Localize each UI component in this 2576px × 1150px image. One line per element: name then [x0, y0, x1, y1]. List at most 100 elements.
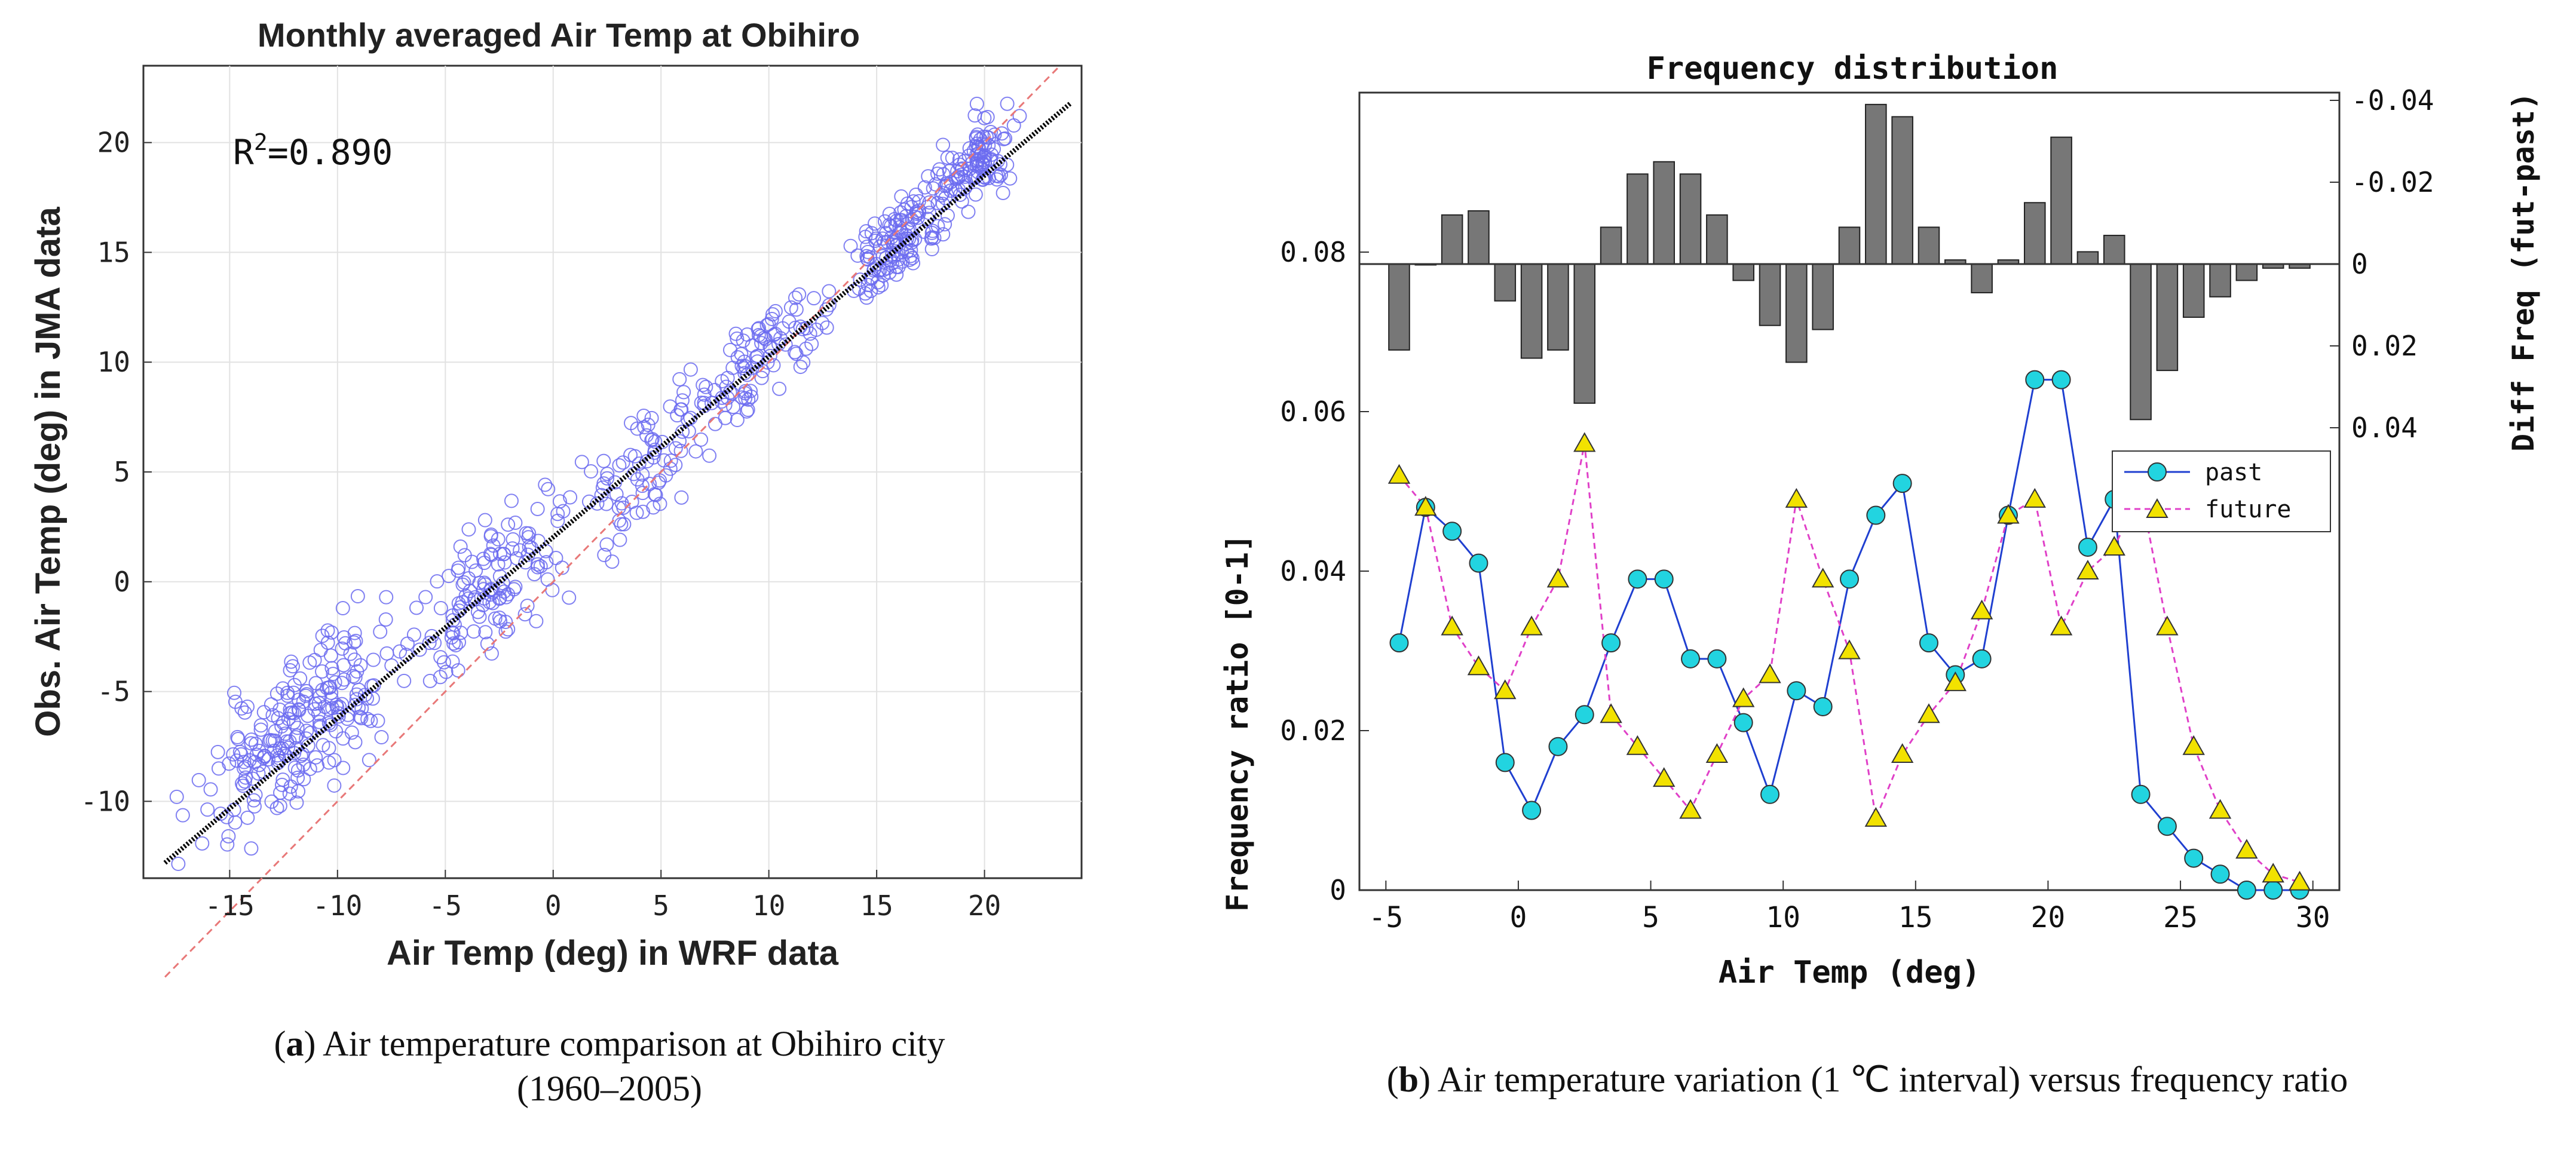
marker-past: [2157, 817, 2177, 836]
scatter-point: [320, 680, 335, 695]
y-tick-label: 5: [114, 456, 130, 488]
scatter-point: [950, 164, 965, 179]
scatter-point: [363, 713, 378, 728]
scatter-point: [246, 793, 261, 808]
marker-past: [2237, 881, 2256, 900]
marker-future: [2262, 863, 2284, 883]
marker-future: [1997, 504, 2020, 524]
marker-past: [1866, 505, 1886, 525]
diff-bar: [1785, 263, 1808, 363]
marker-future: [1891, 743, 1914, 763]
scatter-point: [596, 476, 611, 491]
scatter-point: [484, 547, 499, 562]
diff-bar: [1918, 226, 1940, 265]
y-tick-label: 10: [97, 346, 130, 378]
marker-past: [1628, 569, 1647, 589]
scatter-point: [802, 326, 817, 341]
scatter-point: [482, 594, 497, 609]
scatter-point: [232, 744, 247, 759]
scatter-point: [850, 248, 865, 263]
scatter-point: [336, 658, 351, 673]
diff-bar: [1865, 103, 1887, 265]
scatter-point: [843, 238, 858, 253]
chart-b-title: Frequency distribution: [1647, 51, 2059, 87]
scatter-point: [614, 517, 629, 532]
scatter-point: [276, 716, 291, 731]
scatter-point: [289, 795, 304, 810]
scatter-point: [234, 701, 249, 716]
scatter-point: [921, 169, 936, 184]
marker-future: [1732, 687, 1755, 707]
scatter-point: [462, 584, 477, 599]
marker-future: [1705, 743, 1729, 763]
marker-future: [2209, 799, 2232, 819]
scatter-point: [478, 625, 493, 640]
scatter-point: [775, 321, 790, 336]
scatter-point: [562, 590, 577, 605]
scatter-point: [991, 169, 1006, 184]
marker-past: [1681, 649, 1701, 668]
marker-future: [1546, 568, 1570, 588]
marker-past: [1813, 697, 1833, 716]
marker-future: [1494, 679, 1517, 700]
scatter-point: [373, 624, 388, 639]
scatter-point: [273, 785, 288, 800]
scatter-point: [936, 137, 951, 152]
scatter-point: [265, 708, 280, 723]
scatter-point: [1003, 171, 1018, 186]
scatter-point: [499, 590, 514, 605]
diff-bar: [2235, 263, 2258, 281]
scatter-point: [506, 532, 520, 547]
r-squared-annotation: R2=0.890: [233, 129, 393, 173]
marker-future: [2023, 487, 2046, 508]
right-tick-label: -0.02: [2351, 166, 2434, 198]
chart-a-title: Monthly averaged Air Temp at Obihiro: [258, 16, 860, 54]
scatter-point: [917, 180, 932, 195]
scatter-point: [264, 794, 279, 809]
scatter-point: [740, 367, 755, 382]
caption-b-text: Air temperature variation (1 ℃ interval)…: [1431, 1060, 2348, 1099]
scatter-point: [895, 213, 909, 228]
marker-past: [1575, 705, 1594, 725]
scatter-point: [335, 641, 350, 656]
scatter-point: [433, 601, 448, 616]
caption-a-label: a: [286, 1024, 304, 1063]
scatter-point: [302, 655, 317, 670]
scatter-point: [639, 428, 654, 443]
scatter-point: [335, 601, 350, 616]
scatter-point: [961, 204, 976, 219]
scatter-point: [730, 350, 745, 365]
diff-bar: [1388, 263, 1410, 351]
scatter-point: [860, 252, 875, 267]
scatter-point: [169, 789, 184, 804]
scatter-point: [200, 802, 215, 817]
scatter-point: [550, 513, 565, 528]
scatter-chart: Monthly averaged Air Temp at Obihiro -15…: [29, 16, 1083, 978]
marker-past: [1548, 737, 1568, 756]
scatter-point: [886, 249, 901, 264]
scatter-point: [635, 467, 650, 482]
chart-a-lines: [163, 65, 1073, 978]
scatter-point: [555, 560, 569, 575]
frequency-chart: Frequency distribution -5 0 5 10 15 20 25 30 00…: [1220, 51, 2541, 990]
scatter-point: [326, 667, 341, 682]
scatter-point: [681, 424, 696, 438]
scatter-point: [970, 153, 985, 168]
scatter-point: [889, 267, 904, 282]
x-tick-label: 25: [2163, 901, 2198, 934]
x-tick-label: 5: [653, 890, 669, 922]
scatter-point: [365, 691, 380, 706]
marker-future: [1679, 799, 1702, 819]
scatter-point: [924, 230, 939, 245]
scatter-point: [283, 779, 298, 794]
scatter-point: [296, 694, 311, 709]
scatter-point: [321, 741, 336, 756]
scatter-point: [330, 700, 345, 715]
scatter-point: [969, 96, 984, 111]
diff-bar: [2050, 136, 2072, 265]
scatter-point: [749, 349, 764, 364]
scatter-point: [433, 650, 448, 665]
scatter-point: [448, 638, 463, 653]
scatter-point: [340, 712, 355, 726]
scatter-point: [393, 644, 408, 659]
